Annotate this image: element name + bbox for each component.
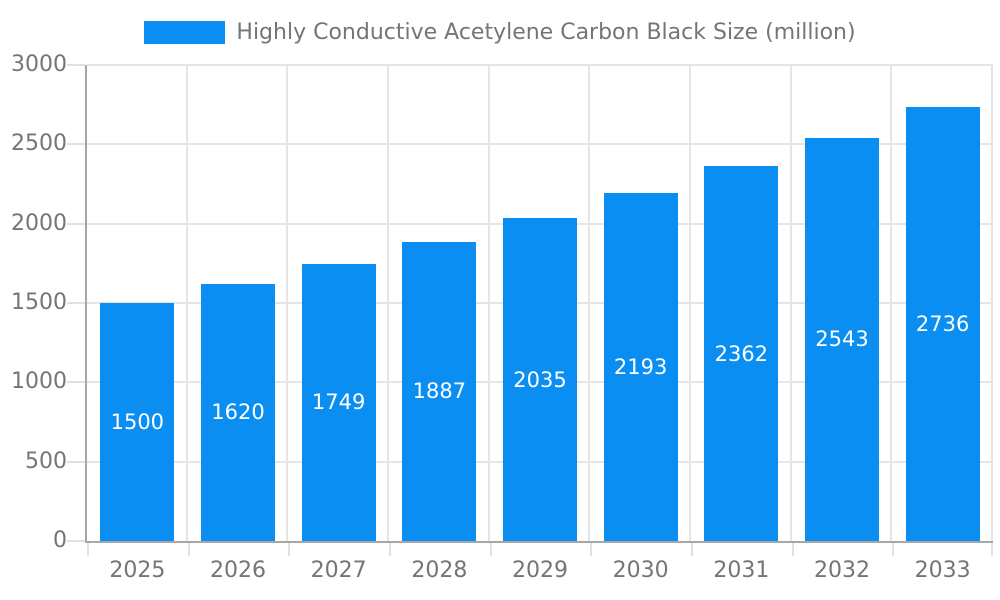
bar-value-label: 1620 (211, 400, 265, 425)
x-axis-tick (87, 543, 89, 556)
y-axis-tick (67, 143, 85, 146)
x-axis-tick (791, 543, 794, 556)
gridline-horizontal (87, 64, 993, 66)
x-axis-tick-label: 2031 (713, 558, 770, 583)
y-axis-tick (67, 64, 85, 66)
y-axis-tick-label: 2500 (11, 131, 67, 157)
x-axis-tick (489, 543, 492, 556)
y-axis-tick-label: 1500 (11, 290, 67, 315)
y-axis-tick (67, 460, 85, 463)
bar[interactable]: 1887 (402, 241, 477, 541)
x-axis-tick (288, 543, 291, 556)
gridline-vertical (890, 65, 893, 541)
y-axis-tick-label: 2000 (11, 210, 67, 236)
gridline-vertical (991, 65, 993, 541)
y-axis-tick-label: 0 (53, 528, 67, 553)
x-axis-tick-label: 2026 (210, 558, 266, 583)
y-axis-tick-label: 500 (25, 448, 67, 474)
bar[interactable]: 1500 (100, 303, 175, 541)
bar-value-label: 1887 (412, 379, 467, 404)
bar[interactable]: 2035 (503, 218, 577, 541)
gridline-vertical (588, 65, 591, 541)
bar-value-label: 2035 (513, 367, 567, 392)
y-axis-tick (67, 222, 85, 225)
x-axis-tick-label: 2029 (512, 558, 568, 583)
x-axis-tick (389, 543, 391, 556)
legend[interactable]: Highly Conductive Acetylene Carbon Black… (0, 19, 1000, 45)
gridline-vertical (789, 65, 792, 541)
x-axis-tick (691, 543, 693, 556)
bar[interactable]: 2736 (905, 106, 980, 541)
legend-swatch (144, 20, 226, 44)
y-axis-tick (67, 381, 85, 384)
plot-area: 1500 1620 1749 1887 2035 2193 2362 2543 2736 (67, 64, 993, 556)
gridline-vertical (487, 65, 490, 541)
x-axis-tick (590, 543, 593, 556)
bar-value-label: 2543 (815, 327, 869, 352)
y-axis-tick-label: 1000 (11, 369, 67, 395)
bar-value-label: 1749 (311, 390, 366, 415)
gridline-vertical (286, 65, 289, 541)
bar[interactable]: 2362 (704, 166, 779, 541)
bar[interactable]: 1620 (201, 283, 275, 541)
gridline-vertical (387, 65, 389, 541)
gridline-vertical (185, 65, 188, 541)
bar-value-label: 2193 (613, 355, 668, 380)
bar-value-label: 2736 (915, 311, 970, 336)
bar[interactable]: 2543 (805, 137, 879, 541)
x-axis-tick-label: 2025 (109, 558, 166, 583)
x-axis-tick (187, 543, 190, 556)
y-axis-tick-label: 3000 (11, 52, 67, 77)
y-axis-line (85, 65, 87, 541)
gridline-horizontal (87, 143, 993, 146)
bar[interactable]: 2193 (603, 193, 678, 541)
x-axis-tick (892, 543, 895, 556)
bar-value-label: 1500 (110, 410, 165, 434)
x-axis-tick-label: 2032 (814, 558, 870, 583)
legend-label: Highly Conductive Acetylene Carbon Black… (236, 19, 856, 45)
x-axis-line (85, 541, 993, 543)
bar-value-label: 2362 (714, 341, 769, 366)
y-axis-tick (67, 302, 85, 304)
gridline-vertical (689, 65, 691, 541)
x-axis-tick (991, 543, 993, 556)
x-axis-tick-label: 2027 (310, 558, 367, 583)
x-axis-tick-label: 2028 (411, 558, 468, 583)
x-axis-tick-label: 2033 (914, 558, 971, 583)
y-axis-tick (67, 540, 85, 542)
bar[interactable]: 1749 (301, 263, 376, 541)
x-axis-tick-label: 2030 (612, 558, 669, 583)
